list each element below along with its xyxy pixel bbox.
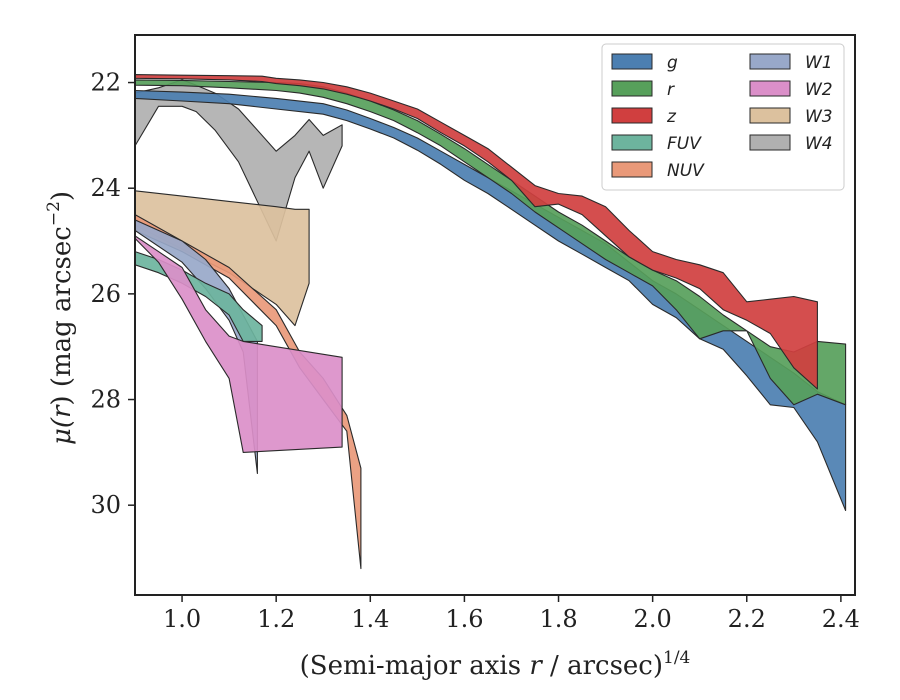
y-axis-title-mu: μ( bbox=[47, 417, 77, 445]
legend-label-fuv: FUV bbox=[667, 134, 702, 154]
band-z bbox=[135, 74, 818, 390]
y-tick-label: 30 bbox=[90, 491, 121, 519]
x-axis-title-variable: r bbox=[529, 651, 543, 681]
legend-swatch-fuv bbox=[611, 134, 653, 151]
x-axis-title-suffix: / arcsec) bbox=[542, 651, 663, 681]
y-axis-title-mid: ) (mag arcsec bbox=[47, 226, 77, 405]
legend-label-nuv: NUV bbox=[667, 161, 705, 181]
legend: grz FUV NUV W1 W2 W3 W4 bbox=[601, 43, 845, 191]
x-axis-title-prefix: (Semi-major axis bbox=[300, 651, 530, 681]
x-tick-label: 1.2 bbox=[257, 605, 295, 633]
band-w4 bbox=[135, 79, 343, 242]
legend-swatch-w2 bbox=[749, 80, 791, 97]
y-tick-label: 24 bbox=[90, 174, 121, 202]
x-tick-label: 2.2 bbox=[728, 605, 766, 633]
legend-swatch-w4 bbox=[749, 134, 791, 151]
x-axis-title: (Semi-major axis r / arcsec)1/4 bbox=[300, 648, 691, 681]
x-tick-label: 1.4 bbox=[351, 605, 389, 633]
y-axis-title: μ(r) (mag arcsec−2) bbox=[44, 191, 77, 445]
legend-label-w1: W1 bbox=[805, 53, 833, 73]
y-axis-ticks: 22 24 26 28 30 bbox=[90, 69, 135, 519]
x-axis-title-power: 1/4 bbox=[663, 648, 690, 668]
y-axis-title-power: −2 bbox=[44, 201, 64, 226]
legend-label-r: r bbox=[667, 80, 675, 100]
band-w2 bbox=[135, 235, 343, 453]
x-axis-ticks: 1.0 1.2 1.4 1.6 1.8 2.0 2.2 2.4 bbox=[163, 595, 860, 633]
legend-swatch-z bbox=[611, 107, 653, 124]
legend-swatch-w3 bbox=[749, 107, 791, 124]
y-tick-label: 22 bbox=[90, 69, 121, 97]
legend-swatch-nuv bbox=[611, 161, 653, 178]
legend-label-g: g bbox=[667, 53, 678, 73]
profile-bands bbox=[135, 74, 847, 570]
y-axis-title-variable: r bbox=[47, 404, 77, 418]
legend-label-z: z bbox=[666, 107, 677, 127]
x-tick-label: 2.4 bbox=[822, 605, 860, 633]
legend-swatch-w1 bbox=[749, 53, 791, 70]
y-axis-title-close: ) bbox=[47, 191, 77, 201]
x-tick-label: 1.6 bbox=[445, 605, 483, 633]
y-tick-label: 28 bbox=[90, 386, 121, 414]
band-r bbox=[135, 79, 847, 406]
x-tick-label: 1.0 bbox=[163, 605, 201, 633]
band-w1 bbox=[135, 219, 258, 475]
legend-swatch-r bbox=[611, 80, 653, 97]
x-tick-label: 1.8 bbox=[539, 605, 577, 633]
legend-label-w4: W4 bbox=[805, 134, 833, 154]
y-tick-label: 26 bbox=[90, 280, 121, 308]
x-tick-label: 2.0 bbox=[634, 605, 672, 633]
legend-label-w2: W2 bbox=[805, 80, 833, 100]
legend-label-w3: W3 bbox=[805, 107, 833, 127]
plot-frame bbox=[134, 34, 856, 596]
band-g bbox=[135, 89, 847, 512]
legend-swatch-g bbox=[611, 53, 653, 70]
